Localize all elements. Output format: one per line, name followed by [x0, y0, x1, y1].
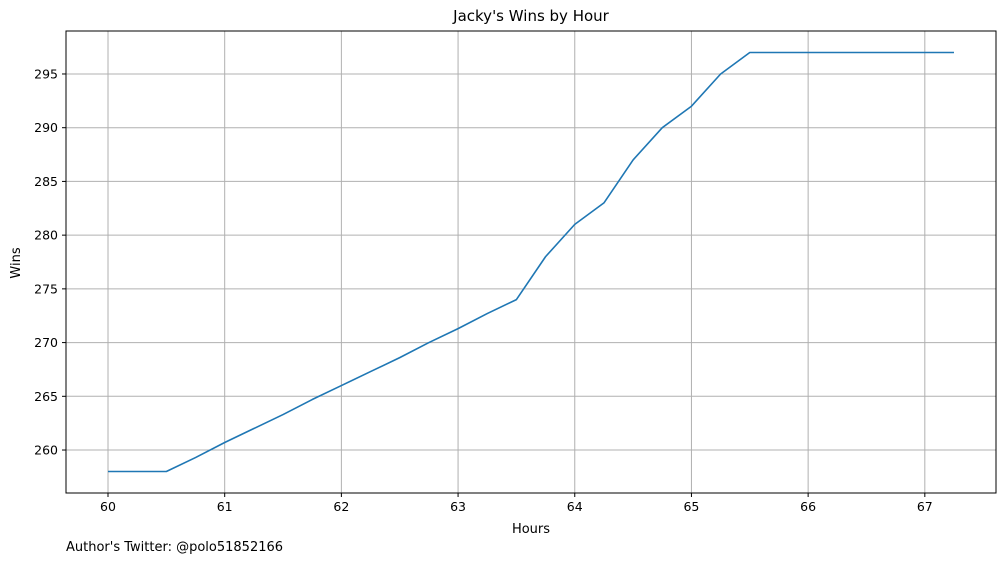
x-tick-label: 67	[917, 499, 933, 514]
y-tick-label: 270	[34, 335, 58, 350]
plot-area	[65, 30, 997, 494]
x-tick-label: 60	[100, 499, 116, 514]
grid	[66, 31, 996, 493]
x-tick-label: 63	[450, 499, 466, 514]
y-tick-label: 295	[34, 66, 58, 81]
x-tick-label: 64	[567, 499, 583, 514]
author-credit: Author's Twitter: @polo51852166	[66, 540, 283, 555]
y-tick-label: 260	[34, 443, 58, 458]
series-line-group	[108, 51, 954, 473]
chart-title: Jacky's Wins by Hour	[452, 7, 609, 25]
y-tick-label: 265	[34, 389, 58, 404]
x-tick-label: 65	[683, 499, 699, 514]
x-tick-label: 62	[333, 499, 349, 514]
x-tick-label: 61	[217, 499, 233, 514]
series-line	[108, 51, 954, 473]
y-tick-label: 285	[34, 174, 58, 189]
y-tick-label: 275	[34, 281, 58, 296]
y-tick-label: 290	[34, 120, 58, 135]
axis-ticks: 60 61 62 63 64 65 66 67 260 265 270 275 280 285 290 295	[34, 66, 933, 514]
x-axis-label: Hours	[512, 522, 550, 537]
y-axis-label: Wins	[9, 247, 24, 278]
x-tick-label: 66	[800, 499, 816, 514]
y-tick-label: 280	[34, 228, 58, 243]
